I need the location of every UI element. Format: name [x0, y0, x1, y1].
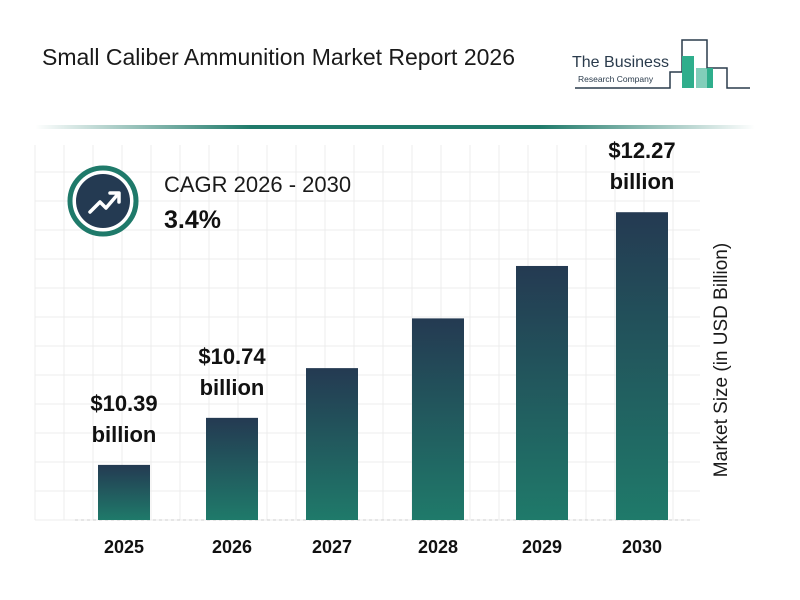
header-divider — [35, 125, 755, 129]
x-tick-label: 2027 — [312, 537, 352, 557]
trending-up-icon — [88, 191, 121, 214]
cagr-label: CAGR 2026 - 2030 — [164, 172, 352, 197]
x-tick-label: 2025 — [104, 537, 144, 557]
logo-text-line1: The Business — [572, 54, 669, 71]
x-tick-label: 2026 — [212, 537, 252, 557]
bar-2027 — [306, 368, 358, 520]
page-title: Small Caliber Ammunition Market Report 2… — [42, 44, 515, 70]
company-logo: The Business Research Company — [570, 32, 755, 94]
logo-text-line2: Research Company — [578, 74, 654, 84]
data-label: billion — [610, 169, 675, 194]
logo-graphic — [575, 39, 750, 89]
bar-2030 — [616, 212, 668, 521]
data-label: billion — [92, 422, 157, 447]
x-tick-label: 2028 — [418, 537, 458, 557]
x-tick-label: 2030 — [622, 537, 662, 557]
data-label: $10.74 — [198, 344, 266, 369]
y-axis-label: Market Size (in USD Billion) — [711, 242, 732, 478]
data-label: $12.27 — [608, 138, 675, 163]
cagr-value: 3.4% — [164, 206, 221, 234]
x-tick-labels: 2025 2026 2027 2028 2029 2030 — [104, 537, 662, 557]
x-tick-label: 2029 — [522, 537, 562, 557]
bar-2025 — [98, 464, 150, 520]
data-label: $10.39 — [90, 391, 157, 416]
data-labels: $10.39 billion $10.74 billion $12.27 billion — [90, 138, 675, 447]
cagr-badge — [67, 165, 139, 237]
bars — [98, 212, 668, 521]
bar-2028 — [412, 318, 464, 520]
bar-2029 — [516, 265, 568, 520]
data-label: billion — [200, 375, 265, 400]
bar-2026 — [206, 417, 258, 520]
